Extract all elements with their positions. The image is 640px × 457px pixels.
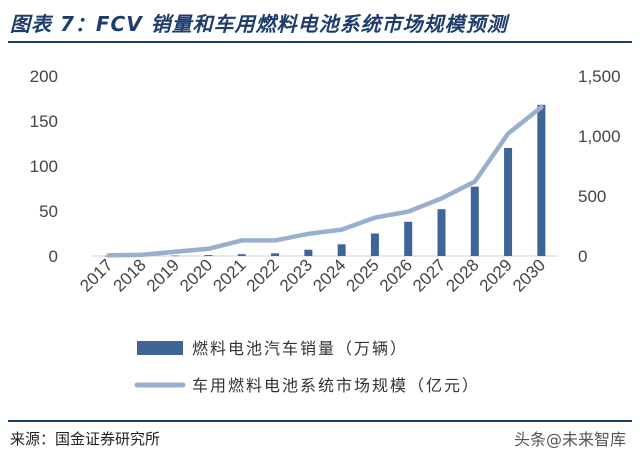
x-tick-label: 2017 bbox=[76, 255, 116, 295]
x-tick-label: 2019 bbox=[143, 255, 183, 295]
y-left-tick-label: 200 bbox=[30, 67, 58, 86]
x-tick-labels: 2017201820192020202120222023202420252026… bbox=[76, 255, 549, 295]
chart-title: 图表 7：FCV 销量和车用燃料电池系统市场规模预测 bbox=[10, 12, 508, 36]
y-right-tick-label: 1,000 bbox=[578, 127, 621, 146]
y-right-tick-label: 1,500 bbox=[578, 67, 621, 86]
y-right-tick-label: 500 bbox=[578, 187, 606, 206]
x-tick-label: 2020 bbox=[176, 255, 216, 295]
bar-2028 bbox=[470, 186, 479, 256]
x-tick-label: 2024 bbox=[309, 255, 349, 295]
bar-2030 bbox=[537, 104, 546, 256]
bar-2023 bbox=[304, 249, 313, 256]
y-left-tick-label: 50 bbox=[39, 202, 58, 221]
legend-bar-swatch bbox=[137, 341, 183, 355]
x-tick-label: 2025 bbox=[343, 255, 383, 295]
bar-2019 bbox=[171, 255, 180, 257]
source-note: 来源：国金证券研究所 bbox=[10, 430, 161, 448]
market-size-line bbox=[106, 104, 544, 258]
watermark: 头条@未来智库 bbox=[513, 430, 626, 449]
legend-bar-label: 燃料电池汽车销量（万辆） bbox=[192, 339, 408, 358]
bar-2027 bbox=[437, 209, 446, 256]
legend-line-label: 车用燃料电池系统市场规模（亿元） bbox=[192, 376, 480, 395]
legend: 燃料电池汽车销量（万辆） 车用燃料电池系统市场规模（亿元） bbox=[134, 339, 480, 395]
x-tick-label: 2022 bbox=[243, 255, 283, 295]
x-tick-label: 2030 bbox=[509, 255, 549, 295]
x-tick-label: 2021 bbox=[209, 255, 249, 295]
x-tick-label: 2029 bbox=[476, 255, 516, 295]
footer-rule bbox=[8, 420, 632, 422]
x-tick-label: 2026 bbox=[376, 255, 416, 295]
bar-2026 bbox=[404, 221, 413, 256]
x-tick-label: 2023 bbox=[276, 255, 316, 295]
bar-2022 bbox=[271, 253, 280, 256]
bar-2025 bbox=[370, 233, 379, 256]
y-right-tick-label: 0 bbox=[578, 247, 587, 266]
line-series bbox=[106, 104, 544, 258]
y-left-tick-label: 150 bbox=[30, 112, 58, 131]
bar-2024 bbox=[337, 244, 346, 256]
x-tick-label: 2028 bbox=[442, 255, 482, 295]
bar-2021 bbox=[237, 254, 246, 256]
y-left-tick-label: 0 bbox=[49, 247, 58, 266]
bar-2020 bbox=[204, 255, 213, 256]
bar-series bbox=[104, 104, 546, 257]
title-underline bbox=[8, 41, 632, 43]
bar-2029 bbox=[504, 148, 513, 256]
chart-axes: 0 50 100 150 200 0 500 1,000 1,500 bbox=[30, 67, 621, 266]
y-left-tick-label: 100 bbox=[30, 157, 58, 176]
x-tick-label: 2027 bbox=[409, 255, 449, 295]
x-tick-label: 2018 bbox=[110, 255, 150, 295]
